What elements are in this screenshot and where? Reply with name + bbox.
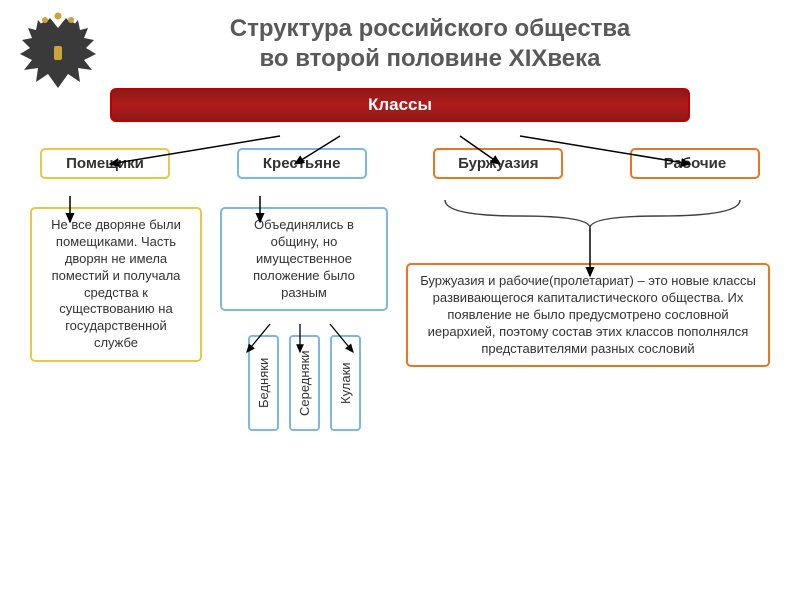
classes-header: Классы [110,88,690,122]
desc-krestyane-text: Объединялись в общину, но имущественное … [253,217,355,300]
descriptions-row: Не все дворяне были помещиками. Часть дв… [0,179,800,431]
categories-row: Помещики Крестьяне Буржуазия Рабочие [0,122,800,179]
desc-novye: Буржуазия и рабочие(пролетариат) – это н… [406,263,770,367]
cat-rabochie: Рабочие [630,148,760,179]
classes-label: Классы [368,95,432,114]
cat-burzhuaziya-label: Буржуазия [458,155,538,172]
title-text: Структура российского общества во второй… [230,15,630,72]
cat-pomeshchiki: Помещики [40,148,170,179]
cat-burzhuaziya: Буржуазия [433,148,563,179]
cat-rabochie-label: Рабочие [664,155,726,172]
desc-novye-text: Буржуазия и рабочие(пролетариат) – это н… [420,273,756,356]
desc-pomeshchiki-text: Не все дворяне были помещиками. Часть дв… [51,217,181,350]
cat-krestyane-label: Крестьяне [263,155,341,172]
sub-bednyaki: Бедняки [248,335,279,431]
emblem-icon [8,6,108,106]
desc-pomeshchiki: Не все дворяне были помещиками. Часть дв… [30,207,202,362]
desc-krestyane: Объединялись в общину, но имущественное … [220,207,388,311]
sub-serednyaki: Середняки [289,335,320,431]
page-title: Структура российского общества во второй… [0,0,800,84]
cat-pomeshchiki-label: Помещики [66,155,144,172]
krestyane-sub-row: Бедняки Середняки Кулаки [220,335,388,431]
cat-krestyane: Крестьяне [237,148,367,179]
sub-kulaki-label: Кулаки [338,363,353,405]
sub-kulaki: Кулаки [330,335,361,431]
sub-bednyaki-label: Бедняки [256,358,271,408]
sub-serednyaki-label: Середняки [297,351,312,417]
